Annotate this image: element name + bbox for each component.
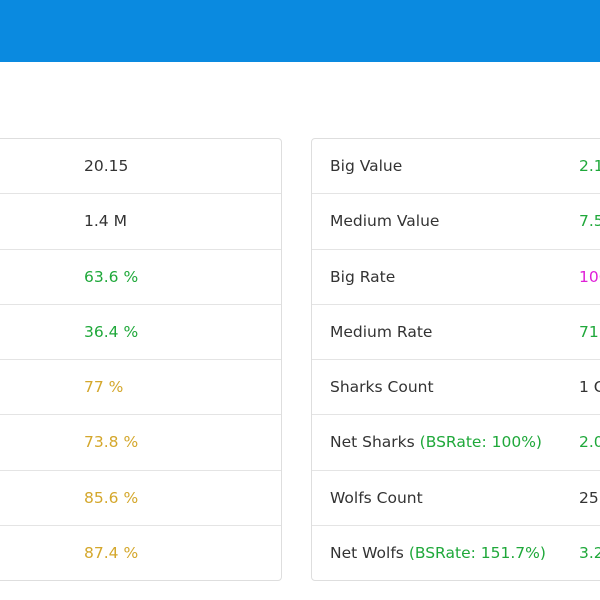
row-label-text: Net Wolfs	[330, 543, 404, 562]
table-row: 20.15	[0, 139, 281, 195]
table-row: 63.6 %	[0, 250, 281, 305]
table-row: 36.4 %	[0, 305, 281, 360]
table-row: 85.6 %	[0, 471, 281, 526]
row-label-text: Medium Value	[330, 212, 440, 231]
row-value: 1.4 M	[84, 212, 127, 231]
row-label-text: Big Value	[330, 157, 403, 175]
row-label-text: Medium Rate	[330, 322, 433, 341]
table-row: Medium Value 7.5	[312, 194, 600, 250]
table-row: Big Value 2.1	[312, 139, 600, 195]
row-value: 100	[579, 267, 600, 286]
top-header-bar	[0, 0, 600, 62]
row-value: 63.6 %	[84, 267, 139, 286]
table-row: Net Wolfs (BSRate: 151.7%) 3.2	[312, 526, 600, 580]
table-row: 1.4 M	[0, 194, 281, 250]
row-value: 36.4 %	[84, 322, 139, 341]
row-note: (BSRate: 100%)	[419, 433, 542, 452]
row-note: (BSRate: 151.7%)	[408, 543, 546, 562]
row-label: Sharks Count	[330, 360, 434, 414]
row-label-text: Net Sharks	[330, 433, 415, 452]
row-value: 77 %	[84, 378, 124, 396]
row-label: Medium Value	[330, 194, 439, 248]
row-value: 3.2	[579, 543, 600, 562]
table-row: Big Rate 100	[312, 250, 600, 305]
table-row: Medium Rate 71.	[312, 305, 600, 360]
row-label: Big Rate	[330, 250, 395, 304]
row-label-text: Big Rate	[330, 267, 396, 286]
row-value: 2.1	[579, 157, 600, 175]
table-row: 87.4 %	[0, 526, 281, 580]
row-label: Net Wolfs (BSRate: 151.7%)	[330, 526, 546, 580]
stats-card-right: Big Value 2.1 Medium Value 7.5 Big Rate …	[311, 138, 600, 581]
table-row: 73.8 %	[0, 415, 281, 471]
row-value: 87.4 %	[84, 543, 139, 562]
row-value: 7.5	[579, 212, 600, 231]
row-value: 25	[579, 488, 599, 507]
row-value: 73.8 %	[84, 433, 139, 452]
row-value: 2.0	[579, 433, 600, 452]
row-label: Net Sharks (BSRate: 100%)	[330, 415, 542, 469]
row-label-text: Wolfs Count	[330, 488, 423, 507]
table-row: Sharks Count 1 C	[312, 360, 600, 416]
stats-card-left: 20.15 1.4 M 63.6 % 36.4 % 77 % 73.8 % 85…	[0, 138, 282, 581]
row-label: Wolfs Count	[330, 471, 423, 525]
row-value: 1 C	[579, 378, 600, 396]
table-row: Wolfs Count 25	[312, 471, 600, 526]
table-row: 77 %	[0, 360, 281, 416]
row-value: 85.6 %	[84, 488, 139, 507]
row-label: Big Value	[330, 139, 402, 193]
table-row: Net Sharks (BSRate: 100%) 2.0	[312, 415, 600, 471]
row-value: 71.	[579, 322, 600, 341]
row-label-text: Sharks Count	[330, 378, 434, 396]
row-value: 20.15	[84, 157, 129, 175]
row-label: Medium Rate	[330, 305, 432, 359]
